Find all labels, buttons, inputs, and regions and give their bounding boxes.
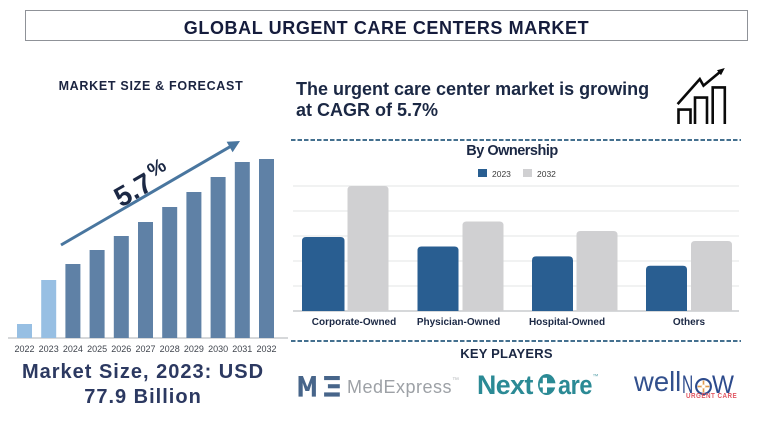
svg-text:2023: 2023: [39, 344, 59, 354]
svg-text:2025: 2025: [87, 344, 107, 354]
svg-text:2031: 2031: [232, 344, 252, 354]
svg-text:2030: 2030: [208, 344, 228, 354]
svg-text:2029: 2029: [184, 344, 204, 354]
svg-text:2027: 2027: [135, 344, 155, 354]
svg-text:2024: 2024: [63, 344, 83, 354]
svg-text:2032: 2032: [256, 344, 276, 354]
svg-text:2026: 2026: [111, 344, 131, 354]
svg-text:2028: 2028: [160, 344, 180, 354]
svg-text:2022: 2022: [14, 344, 34, 354]
